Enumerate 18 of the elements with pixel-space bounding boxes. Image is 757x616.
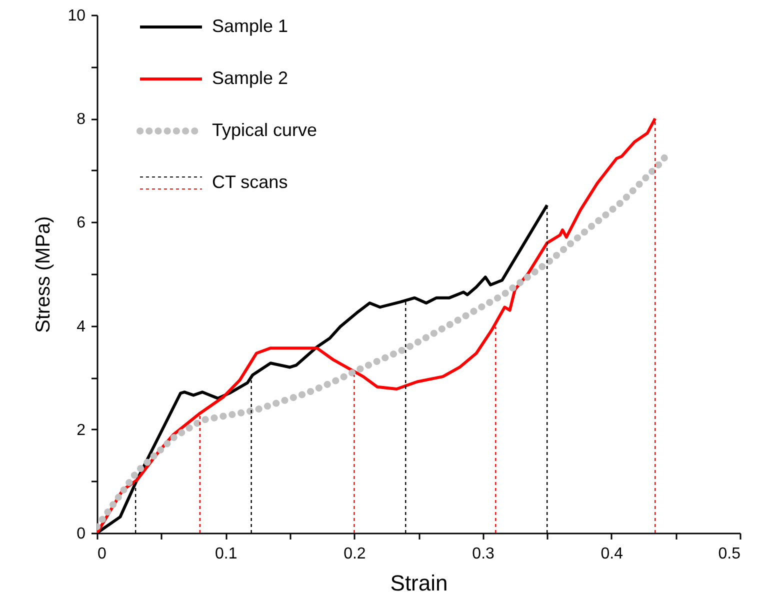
legend-label: Typical curve — [212, 120, 318, 140]
y-tick-label: 0 — [76, 526, 86, 542]
x-tick-label: 0.2 — [344, 546, 366, 562]
x-tick-label: 0.1 — [214, 546, 238, 562]
y-tick-label: 8 — [76, 111, 86, 128]
x-tick-label: 0.4 — [600, 546, 624, 562]
x-axis-title: Strain — [390, 570, 448, 596]
legend-label: Sample 2 — [212, 68, 288, 88]
legend-label: CT scans — [212, 172, 288, 192]
legend-label: Sample 1 — [212, 16, 288, 36]
x-tick-label: 0.5 — [718, 546, 741, 562]
y-axis-title: Stress (MPa) — [32, 216, 55, 333]
y-tick-label: 10 — [68, 8, 86, 24]
y-tick-label: 6 — [76, 214, 86, 232]
y-tick-label: 2 — [76, 422, 86, 439]
y-tick-label: 4 — [76, 318, 86, 336]
x-tick-label: 0 — [98, 546, 106, 562]
x-tick-label: 0.3 — [472, 546, 495, 562]
